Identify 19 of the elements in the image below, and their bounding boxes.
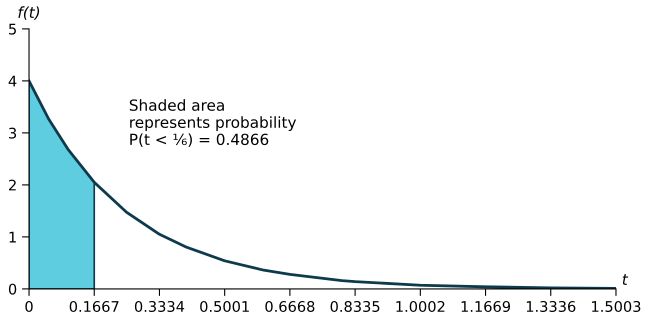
x-tick-label: 0.3334 bbox=[134, 300, 184, 312]
y-tick-label: 1 bbox=[10, 232, 16, 242]
y-tick-label: 0 bbox=[8, 284, 16, 295]
x-tick-label: 1.0002 bbox=[396, 300, 444, 312]
y-tick-label: 5 bbox=[9, 24, 16, 35]
x-tick-label: 0.1667 bbox=[70, 300, 119, 312]
y-axis-title: f(t) bbox=[18, 6, 40, 20]
y-tick-label: 4 bbox=[8, 76, 16, 86]
x-tick-label: 1.3336 bbox=[526, 300, 576, 312]
x-tick-label: 0.6668 bbox=[265, 300, 314, 312]
x-tick-label: 0.8335 bbox=[330, 300, 380, 312]
y-tick-label: 3 bbox=[9, 128, 16, 139]
annotation: Shaded area represents probability P(t < ⅙) = 0.4866 bbox=[130, 99, 296, 147]
x-axis-title: t bbox=[622, 274, 628, 285]
x-tick-label: 0.5001 bbox=[200, 300, 249, 312]
x-tick-label: 1.5003 bbox=[592, 300, 640, 312]
x-tick-label: 0 bbox=[25, 300, 33, 312]
x-tick-label: 1.1669 bbox=[462, 300, 510, 312]
y-tick-label: 2 bbox=[9, 180, 16, 190]
